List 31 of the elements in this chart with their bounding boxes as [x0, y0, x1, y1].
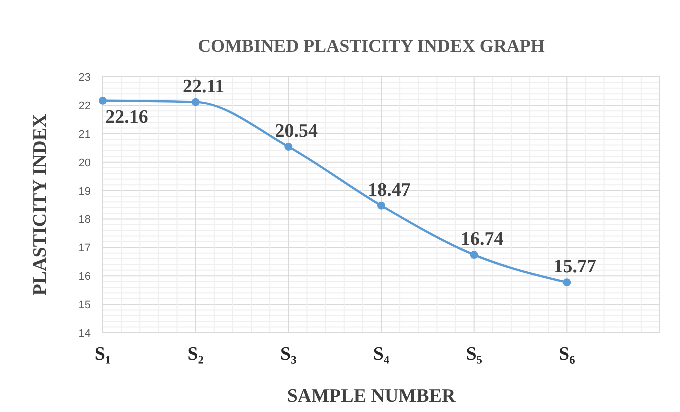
data-label: 15.77: [554, 256, 598, 278]
x-axis-title: SAMPLE NUMBER: [287, 386, 456, 407]
y-tick-label: 23: [78, 72, 91, 84]
y-tick-label: 18: [78, 214, 91, 226]
point: [470, 251, 478, 260]
y-axis-title: PLASTICITY INDEX: [30, 114, 51, 296]
data-label: 16.74: [460, 229, 504, 250]
x-tick-label: S₃: [280, 344, 298, 365]
chart-title: COMBINED PLASTICITY INDEX GRAPH: [198, 36, 545, 56]
data-label: 22.11: [182, 76, 225, 98]
point: [284, 142, 293, 151]
data-label: 20.54: [275, 120, 319, 142]
y-tick-label: 14: [78, 328, 91, 340]
y-tick-label: 22: [78, 100, 91, 112]
y-tick-label: 17: [78, 242, 91, 255]
y-tick-label: 21: [78, 128, 91, 141]
y-tick-label: 15: [78, 300, 91, 312]
y-tick-label: 20: [78, 157, 91, 170]
x-tick-label: S₅: [466, 344, 483, 365]
x-tick-label: S₆: [559, 344, 576, 365]
data-label: 22.16: [106, 106, 148, 128]
data-label: 18.47: [368, 180, 412, 201]
point: [563, 278, 572, 287]
x-tick-label: S₂: [188, 344, 204, 365]
y-tick-label: 16: [78, 271, 91, 284]
point: [192, 98, 200, 106]
x-tick-label: S₁: [94, 344, 112, 365]
point: [99, 96, 107, 105]
x-tick-label: S₄: [373, 344, 390, 365]
y-tick-label: 19: [78, 186, 91, 198]
point: [378, 202, 386, 210]
